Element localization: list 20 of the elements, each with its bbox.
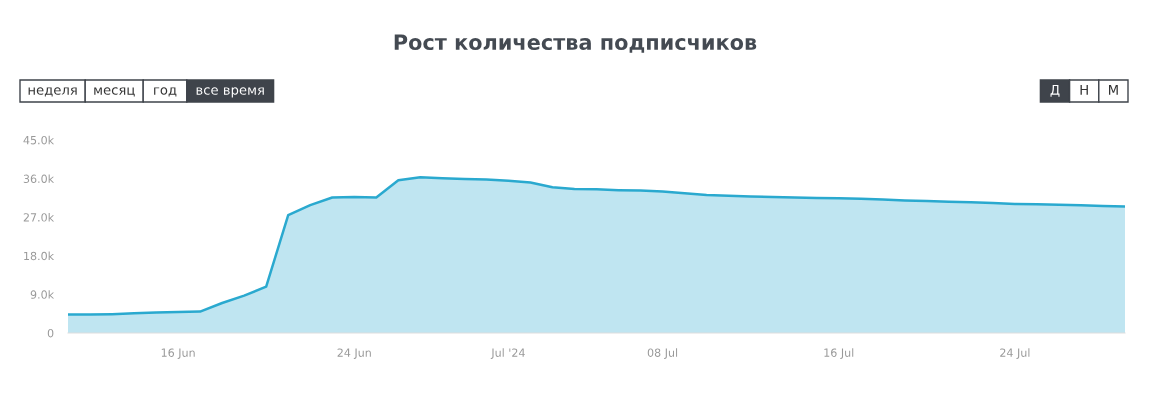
y-tick-label: 36.0k xyxy=(23,174,55,183)
x-tick-label: 08 Jul xyxy=(647,348,678,359)
text: Н xyxy=(1080,85,1088,95)
text: неделя xyxy=(28,87,77,97)
text: М xyxy=(1109,85,1118,95)
x-tick-label: 16 Jun xyxy=(161,348,195,359)
x-tick-label: 24 Jul xyxy=(1000,348,1030,359)
text: Д xyxy=(1050,85,1060,97)
y-tick-label: 27.0k xyxy=(23,212,55,222)
text: месяц xyxy=(94,87,135,97)
chart-title: Рост количества подписчиков xyxy=(394,34,757,53)
x-tick-label: Jul '24 xyxy=(490,348,525,359)
y-tick-label: 18.0k xyxy=(24,251,55,261)
text: все время xyxy=(196,87,264,98)
y-tick-label: 0 xyxy=(47,328,54,338)
x-tick-label: 16 Jul xyxy=(824,348,854,359)
x-tick-label: 24 Jun xyxy=(337,348,371,359)
text: год xyxy=(154,87,177,97)
y-tick-label: 9.0k xyxy=(30,290,55,299)
y-tick-label: 45.0k xyxy=(23,135,55,145)
